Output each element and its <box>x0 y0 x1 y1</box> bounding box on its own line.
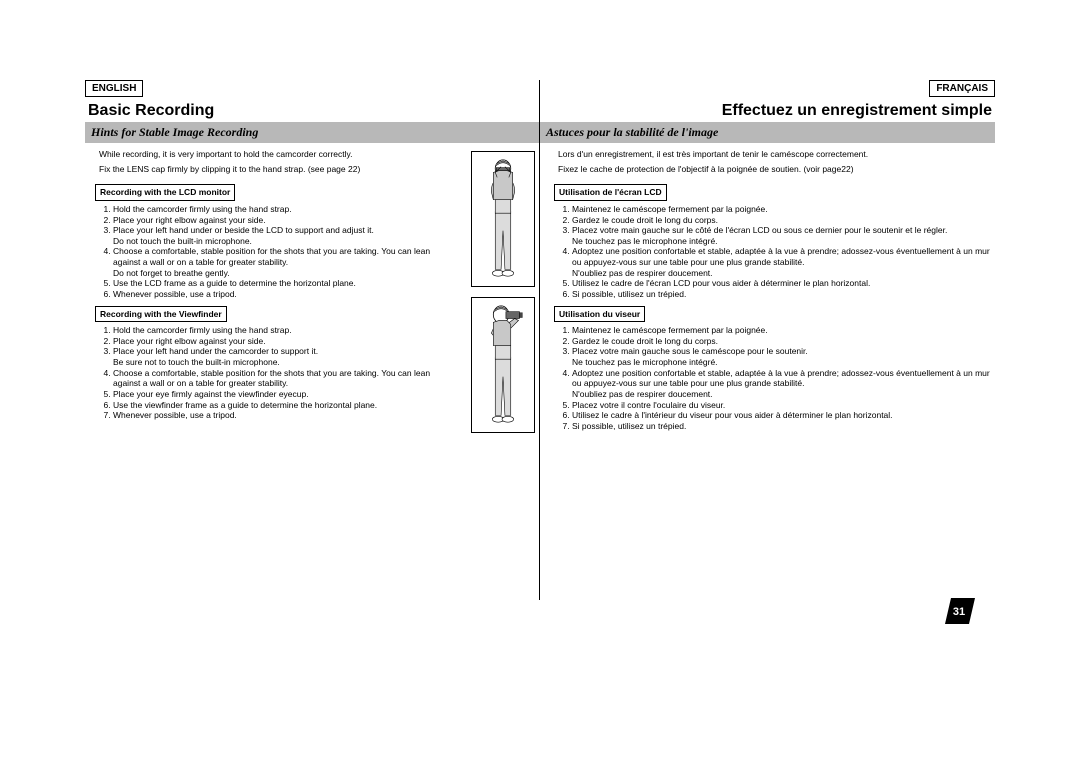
subheader-right: Astuces pour la stabilité de l'image <box>540 122 995 143</box>
list-item: Use the LCD frame as a guide to determin… <box>113 278 463 289</box>
list-item: Hold the camcorder firmly using the hand… <box>113 325 463 336</box>
language-label-francais: FRANÇAIS <box>929 80 995 97</box>
list-item: Si possible, utilisez un trépied. <box>572 289 995 300</box>
list-item: Adoptez une position confortable et stab… <box>572 368 995 400</box>
figure-viewfinder-pose <box>471 297 535 433</box>
box-heading-lcd: Recording with the LCD monitor <box>95 184 235 201</box>
manual-page: ENGLISH Basic Recording Hints for Stable… <box>85 80 995 600</box>
language-label-english: ENGLISH <box>85 80 143 97</box>
column-francais: FRANÇAIS Effectuez un enregistrement sim… <box>540 80 995 600</box>
list-item: Si possible, utilisez un trépied. <box>572 421 995 432</box>
list-lcd-en: Hold the camcorder firmly using the hand… <box>109 204 463 300</box>
box-heading-viewfinder: Recording with the Viewfinder <box>95 306 227 323</box>
list-item: Place your left hand under or beside the… <box>113 225 463 246</box>
list-item: Whenever possible, use a tripod. <box>113 410 463 421</box>
section-title-left: Basic Recording <box>85 102 539 122</box>
list-viseur-fr: Maintenez le caméscope fermement par la … <box>568 325 995 431</box>
content-right: Lors d'un enregistrement, il est très im… <box>540 147 995 431</box>
page-number-badge: 31 <box>943 596 977 626</box>
page-number-text: 31 <box>953 606 965 618</box>
subheader-left: Hints for Stable Image Recording <box>85 122 539 143</box>
list-item: Placez votre il contre l'oculaire du vis… <box>572 400 995 411</box>
list-item: Choose a comfortable, stable position fo… <box>113 368 463 389</box>
list-item: Adoptez une position confortable et stab… <box>572 246 995 278</box>
list-item: Placez votre main gauche sous le camésco… <box>572 346 995 367</box>
list-item: Place your left hand under the camcorder… <box>113 346 463 367</box>
list-item: Maintenez le caméscope fermement par la … <box>572 325 995 336</box>
list-item: Placez votre main gauche sur le côté de … <box>572 225 995 246</box>
list-item: Whenever possible, use a tripod. <box>113 289 463 300</box>
list-item: Maintenez le caméscope fermement par la … <box>572 204 995 215</box>
section-title-right: Effectuez un enregistrement simple <box>540 102 995 122</box>
list-item: Hold the camcorder firmly using the hand… <box>113 204 463 215</box>
list-item: Gardez le coude droit le long du corps. <box>572 215 995 226</box>
content-left: While recording, it is very important to… <box>85 147 539 433</box>
box-heading-viseur-fr: Utilisation du viseur <box>554 306 645 323</box>
list-item: Choose a comfortable, stable position fo… <box>113 246 463 278</box>
list-item: Use the viewfinder frame as a guide to d… <box>113 400 463 411</box>
figure-lcd-pose <box>471 151 535 287</box>
list-lcd-fr: Maintenez le caméscope fermement par la … <box>568 204 995 300</box>
intro-text-2: Fix the LENS cap firmly by clipping it t… <box>99 164 463 175</box>
list-item: Place your right elbow against your side… <box>113 336 463 347</box>
text-column-left: While recording, it is very important to… <box>85 147 467 433</box>
illustration-column <box>467 147 539 433</box>
list-item: Utilisez le cadre de l'écran LCD pour vo… <box>572 278 995 289</box>
intro-text-1: While recording, it is very important to… <box>99 149 463 160</box>
text-column-right: Lors d'un enregistrement, il est très im… <box>540 147 995 431</box>
list-item: Utilisez le cadre à l'intérieur du viseu… <box>572 410 995 421</box>
intro-text-fr-2: Fixez le cache de protection de l'object… <box>558 164 995 175</box>
list-item: Place your eye firmly against the viewfi… <box>113 389 463 400</box>
list-item: Gardez le coude droit le long du corps. <box>572 336 995 347</box>
column-english: ENGLISH Basic Recording Hints for Stable… <box>85 80 540 600</box>
list-item: Place your right elbow against your side… <box>113 215 463 226</box>
list-viewfinder-en: Hold the camcorder firmly using the hand… <box>109 325 463 421</box>
box-heading-lcd-fr: Utilisation de l'écran LCD <box>554 184 667 201</box>
intro-text-fr-1: Lors d'un enregistrement, il est très im… <box>558 149 995 160</box>
